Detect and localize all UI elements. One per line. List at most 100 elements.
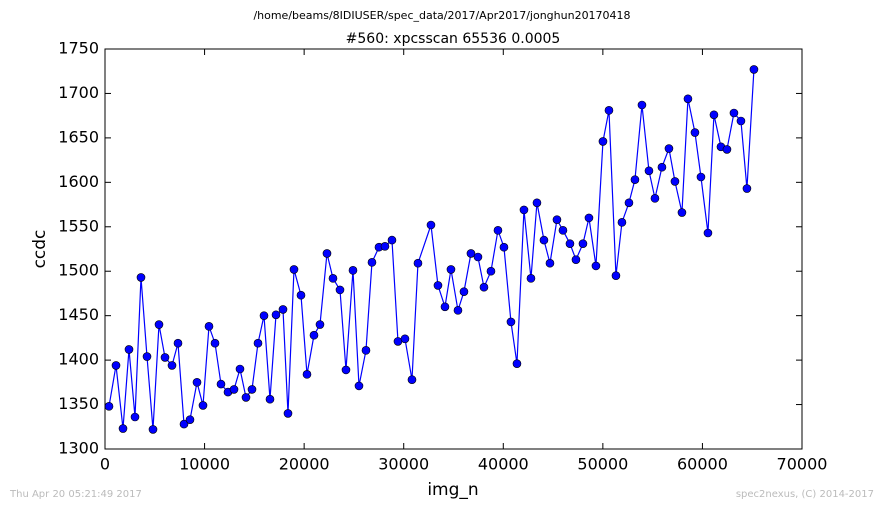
data-point [459, 287, 469, 296]
x-tick-label: 60000 [677, 455, 728, 474]
y-tick-label: 1650 [58, 127, 99, 146]
y-tick-label: 1450 [58, 305, 99, 324]
y-tick-label: 1750 [58, 39, 99, 58]
data-point [440, 302, 450, 312]
data-point [302, 370, 312, 379]
data-point [148, 425, 158, 434]
data-point [722, 145, 732, 154]
data-point [136, 273, 146, 282]
data-point [271, 310, 281, 320]
data-point [637, 100, 647, 110]
data-point [499, 242, 509, 252]
y-tick-label: 1300 [58, 439, 99, 458]
data-point [558, 226, 568, 235]
x-tick-label: 20000 [279, 455, 330, 474]
y-tick-label: 1550 [58, 216, 99, 235]
data-point [565, 239, 575, 248]
footer-right: spec2nexus, (C) 2014-2017 [736, 489, 874, 500]
x-tick-label: 50000 [577, 455, 628, 474]
data-point [598, 137, 608, 146]
data-point [210, 338, 220, 348]
data-point [466, 249, 476, 258]
data-point [486, 266, 496, 276]
data-point [229, 385, 239, 394]
data-point [185, 415, 195, 424]
data-point [380, 242, 390, 251]
data-point [433, 281, 443, 290]
data-point [400, 334, 410, 344]
data-point [644, 166, 654, 176]
data-point [624, 198, 634, 208]
data-point [289, 265, 299, 274]
data-point [130, 412, 140, 422]
data-point [630, 175, 640, 184]
data-point [335, 285, 345, 295]
data-point [729, 108, 739, 118]
data-point [657, 162, 667, 172]
data-point [519, 205, 529, 215]
data-point [118, 424, 128, 433]
data-point [367, 258, 377, 267]
x-tick-label: 40000 [478, 455, 529, 474]
suptitle: /home/beams/8IDIUSER/spec_data/2017/Apr2… [253, 9, 630, 22]
data-point [124, 345, 134, 354]
data-point [552, 215, 562, 224]
data-point [453, 306, 463, 315]
data-point [446, 265, 456, 274]
data-point [167, 361, 177, 370]
y-tick-label: 1400 [58, 350, 99, 369]
data-point [617, 218, 627, 227]
data-point [235, 364, 245, 374]
y-tick-label: 1700 [58, 83, 99, 102]
y-axis-label: ccdc [30, 230, 50, 269]
data-point [341, 365, 351, 375]
data-point [348, 266, 358, 275]
footer-left: Thu Apr 20 05:21:49 2017 [9, 489, 142, 500]
data-point [479, 282, 489, 292]
data-point [315, 320, 325, 329]
data-point [160, 353, 170, 362]
data-point [387, 235, 397, 245]
data-point [265, 394, 275, 404]
data-point [709, 110, 719, 120]
data-point [322, 249, 332, 258]
y-tick-label: 1600 [58, 172, 99, 191]
x-tick-label: 10000 [179, 455, 230, 474]
data-point [526, 274, 536, 283]
data-point [670, 177, 680, 186]
data-point [283, 409, 293, 418]
data-point [545, 258, 555, 268]
y-tick-label: 1350 [58, 394, 99, 413]
x-tick-label: 30000 [378, 455, 429, 474]
data-point [696, 172, 706, 182]
data-point [506, 317, 516, 327]
data-line [108, 69, 755, 430]
data-point [703, 228, 713, 238]
data-point [407, 375, 417, 384]
data-point [473, 252, 483, 262]
chart-title: #560: xpcsscan 65536 0.0005 [346, 31, 561, 47]
data-point [104, 402, 114, 411]
data-point [216, 379, 226, 389]
data-point [142, 352, 152, 361]
data-point [241, 393, 251, 402]
data-point [192, 378, 202, 387]
data-point [512, 359, 522, 368]
data-point [742, 184, 752, 193]
data-point [584, 213, 594, 223]
data-point [571, 255, 581, 264]
data-point [578, 239, 588, 248]
y-tick-label: 1500 [58, 261, 99, 280]
data-point [493, 226, 503, 235]
plot-frame [104, 48, 803, 450]
x-tick-label: 0 [100, 455, 110, 474]
data-point [650, 194, 660, 203]
data-point [173, 338, 183, 348]
data-point [179, 419, 189, 429]
data-point [677, 208, 687, 217]
data-point [426, 220, 436, 230]
data-point [532, 198, 542, 208]
data-point [664, 144, 674, 153]
